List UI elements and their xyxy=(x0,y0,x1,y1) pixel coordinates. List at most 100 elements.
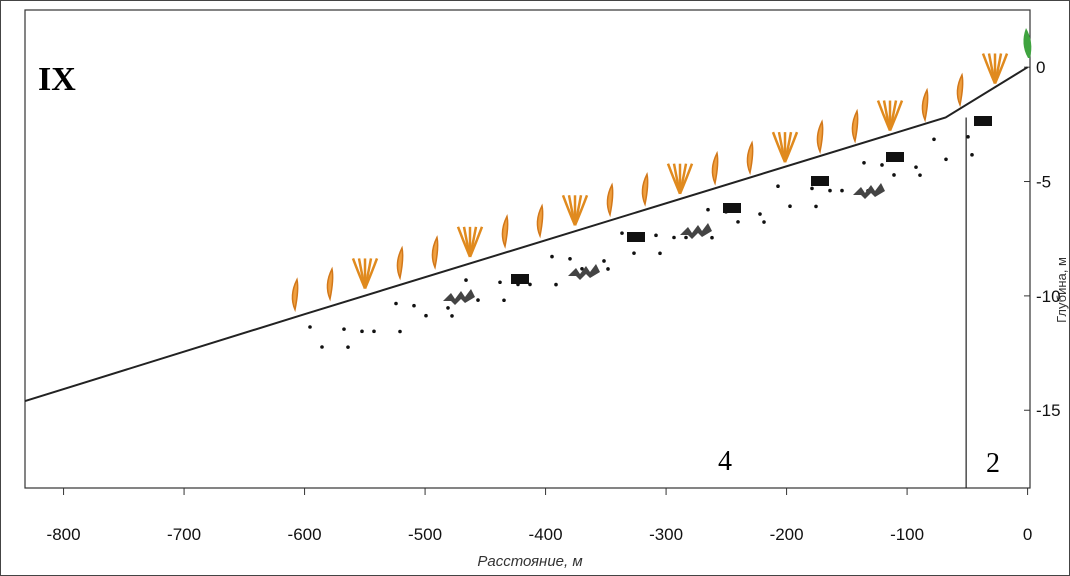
y-tick-label: -10 xyxy=(1036,287,1061,306)
sediment-dot xyxy=(862,160,866,165)
sediment-dot xyxy=(606,267,610,271)
sediment-dot xyxy=(758,212,762,216)
sediment-dot xyxy=(580,266,584,271)
sediment-dot xyxy=(918,173,922,177)
x-tick-label: -100 xyxy=(890,525,924,544)
sediment-dot xyxy=(476,298,480,302)
sediment-dot xyxy=(464,278,468,282)
sediment-dot xyxy=(788,204,792,209)
sediment-dot xyxy=(814,204,818,209)
sediment-dot xyxy=(346,345,350,349)
sediment-dot xyxy=(944,157,948,162)
algae-icon xyxy=(888,100,904,132)
rock-icon xyxy=(811,176,829,186)
x-tick-label: -500 xyxy=(408,525,442,544)
algae-icon xyxy=(993,53,1009,85)
sediment-dot xyxy=(394,301,398,306)
sediment-dot xyxy=(966,135,970,139)
sediment-dot xyxy=(412,303,416,308)
sediment-dot xyxy=(550,254,554,259)
sediment-dot xyxy=(706,207,710,212)
sediment-dot xyxy=(398,329,402,334)
sediment-dot xyxy=(502,298,506,303)
algae-icon xyxy=(431,235,439,270)
sediment-dot xyxy=(840,188,844,193)
shell-icon xyxy=(443,289,475,305)
algae-icon xyxy=(746,140,754,176)
x-tick-label: -300 xyxy=(649,525,683,544)
algae-icon xyxy=(606,182,614,218)
sediment-dot xyxy=(372,329,376,334)
sediment-dot xyxy=(810,186,814,191)
decorations xyxy=(291,28,1032,349)
sediment-dot xyxy=(360,329,364,334)
plant-icon xyxy=(1023,28,1032,58)
shell-icon xyxy=(568,264,600,280)
sediment-dot xyxy=(450,314,454,318)
x-tick-label: -800 xyxy=(47,525,81,544)
sediment-dot xyxy=(446,306,450,310)
rock-icon xyxy=(627,232,645,242)
sediment-dot xyxy=(892,173,896,177)
sediment-dot xyxy=(736,220,740,224)
x-tick-label: -400 xyxy=(529,525,563,544)
profile-line xyxy=(24,66,1029,403)
sediment-dot xyxy=(602,259,606,263)
sediment-dot xyxy=(762,220,766,224)
zone-label: 4 xyxy=(718,446,732,477)
sediment-dot xyxy=(828,188,832,193)
sediment-dot xyxy=(342,327,346,331)
sediment-dot xyxy=(654,233,658,238)
y-tick-label: 0 xyxy=(1036,58,1045,77)
shell-icon xyxy=(680,223,712,239)
sediment-dot xyxy=(308,325,312,329)
algae-icon xyxy=(816,119,824,155)
algae-icon xyxy=(536,203,544,239)
algae-icon xyxy=(921,87,929,123)
rock-icon xyxy=(974,116,992,126)
algae-icon xyxy=(291,277,299,313)
algae-icon xyxy=(363,258,379,289)
algae-icon xyxy=(468,226,484,258)
sediment-dot xyxy=(684,235,688,240)
sediment-dot xyxy=(424,313,428,318)
algae-icon xyxy=(396,245,404,281)
x-tick-label: -200 xyxy=(770,525,804,544)
shell-icon xyxy=(853,183,885,199)
algae-icon xyxy=(501,214,509,249)
sediment-dot xyxy=(320,345,324,349)
plot-frame xyxy=(24,9,1031,489)
chart-title: IX xyxy=(38,61,76,98)
x-tick-label: 0 xyxy=(1023,525,1032,544)
sediment-dot xyxy=(672,235,676,240)
algae-icon xyxy=(956,72,964,108)
sediment-dot xyxy=(932,137,936,142)
rock-icon xyxy=(886,152,904,162)
algae-icon xyxy=(326,266,334,302)
sediment-dot xyxy=(498,280,502,285)
sediment-dot xyxy=(914,165,918,169)
sediment-dot xyxy=(620,231,624,235)
sediment-dot xyxy=(632,251,636,255)
sediment-dot xyxy=(776,184,780,189)
algae-icon xyxy=(783,131,799,163)
algae-icon xyxy=(711,150,719,186)
x-axis-label: Расстояние, м xyxy=(477,553,582,570)
sediment-dot xyxy=(880,163,884,167)
algae-icon xyxy=(678,163,694,195)
y-tick-label: -15 xyxy=(1036,401,1061,420)
y-tick-label: -5 xyxy=(1036,173,1051,192)
algae-icon xyxy=(641,171,649,207)
sediment-dot xyxy=(554,282,558,287)
x-tick-label: -600 xyxy=(288,525,322,544)
sediment-dot xyxy=(658,251,662,256)
algae-icon xyxy=(851,108,859,144)
x-tick-label: -700 xyxy=(167,525,201,544)
sediment-dot xyxy=(710,235,714,240)
rock-icon xyxy=(511,274,529,284)
algae-icon xyxy=(573,194,589,226)
rock-icon xyxy=(723,203,741,213)
sediment-dot xyxy=(568,256,572,261)
